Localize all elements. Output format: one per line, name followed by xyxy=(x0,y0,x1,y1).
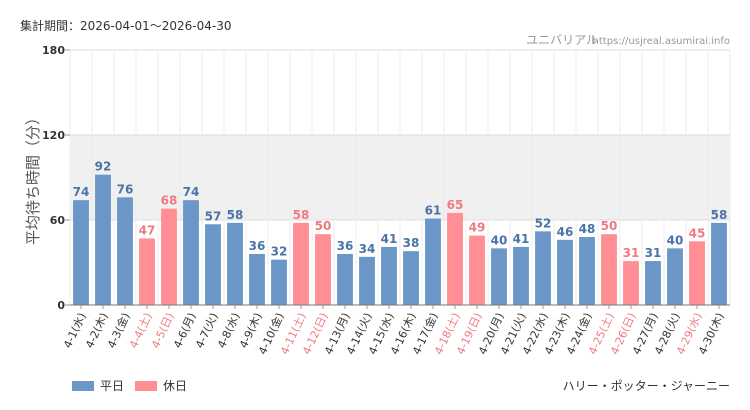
value-label: 58 xyxy=(293,208,310,222)
bar-4-19(日) xyxy=(469,235,485,305)
value-label: 40 xyxy=(667,233,684,247)
value-label: 31 xyxy=(623,246,640,260)
bar-4-11(土) xyxy=(293,222,309,305)
y-tick-label: 60 xyxy=(50,214,66,227)
value-label: 46 xyxy=(557,225,574,239)
value-label: 50 xyxy=(315,219,332,233)
legend-label-holiday: 休日 xyxy=(163,379,187,393)
value-label: 76 xyxy=(117,182,134,196)
bar-4-7(火) xyxy=(205,224,221,305)
value-label: 74 xyxy=(183,185,200,199)
value-label: 50 xyxy=(601,219,618,233)
bars xyxy=(73,174,727,305)
grid xyxy=(69,49,731,306)
value-label: 45 xyxy=(689,226,706,240)
y-axis-label: 平均待ち時間（分） xyxy=(24,110,42,245)
bar-4-29(水) xyxy=(689,241,705,305)
value-label: 74 xyxy=(73,185,90,199)
value-label: 40 xyxy=(491,233,508,247)
value-label: 52 xyxy=(535,216,552,230)
site-url: https://usjreal.asumirai.info xyxy=(593,36,730,47)
y-tick-label: 180 xyxy=(42,44,65,57)
value-label: 68 xyxy=(161,194,178,208)
x-axis-ticks: 4-1(水)4-2(木)4-3(金)4-4(土)4-5(日)4-6(月)4-7(… xyxy=(61,305,727,357)
bar-4-9(木) xyxy=(249,254,265,305)
bar-4-24(金) xyxy=(579,237,595,305)
bar-4-26(日) xyxy=(623,261,639,305)
bar-4-23(木) xyxy=(557,239,573,305)
value-label: 38 xyxy=(403,236,420,250)
y-axis-ticks: 0 60 120 180 xyxy=(42,44,70,312)
value-label: 36 xyxy=(337,239,354,253)
bar-4-12(日) xyxy=(315,234,331,305)
period-text: 集計期間：2026-04-01～2026-04-30 xyxy=(20,18,231,33)
bar-4-13(月) xyxy=(337,254,353,305)
legend-label-weekday: 平日 xyxy=(100,379,124,393)
bar-4-17(金) xyxy=(425,218,441,305)
bar-4-30(木) xyxy=(711,222,727,305)
attraction-name: ハリー・ポッター・ジャーニー xyxy=(563,379,730,393)
bar-4-28(火) xyxy=(667,248,683,305)
brand-text: ユニバリアル xyxy=(526,33,598,47)
value-label: 41 xyxy=(381,232,398,246)
value-labels: 74 92 76 47 68 74 57 58 36 32 58 50 36 34 41 38 61 65 49 40… xyxy=(73,160,728,260)
bar-4-2(木) xyxy=(95,174,111,305)
value-label: 49 xyxy=(469,221,486,235)
value-label: 31 xyxy=(645,246,662,260)
legend: 平日 休日 xyxy=(72,379,187,393)
bar-4-1(水) xyxy=(73,200,89,305)
bar-4-4(土) xyxy=(139,238,155,305)
value-label: 58 xyxy=(227,208,244,222)
bar-4-8(水) xyxy=(227,222,243,305)
bar-4-18(土) xyxy=(447,212,463,305)
value-label: 41 xyxy=(513,232,530,246)
bar-4-15(水) xyxy=(381,246,397,305)
legend-swatch-holiday xyxy=(135,381,157,391)
bar-4-14(火) xyxy=(359,256,375,305)
value-label: 61 xyxy=(425,204,442,218)
y-tick-label: 0 xyxy=(57,299,65,312)
value-label: 32 xyxy=(271,245,288,259)
value-label: 36 xyxy=(249,239,266,253)
value-label: 92 xyxy=(95,160,112,174)
bar-4-20(月) xyxy=(491,248,507,305)
bar-4-3(金) xyxy=(117,197,133,305)
bar-4-16(木) xyxy=(403,251,419,305)
value-label: 48 xyxy=(579,222,596,236)
value-label: 65 xyxy=(447,198,464,212)
bar-4-6(月) xyxy=(183,200,199,305)
value-label: 34 xyxy=(359,242,376,256)
value-label: 57 xyxy=(205,209,222,223)
bar-4-10(金) xyxy=(271,259,287,305)
legend-swatch-weekday xyxy=(72,381,94,391)
bar-4-27(月) xyxy=(645,261,661,305)
bar-4-5(日) xyxy=(161,208,177,305)
value-label: 47 xyxy=(139,223,156,237)
bar-4-22(水) xyxy=(535,231,551,305)
bar-4-25(土) xyxy=(601,234,617,305)
bar-4-21(火) xyxy=(513,246,529,305)
y-tick-label: 120 xyxy=(42,129,65,142)
value-label: 58 xyxy=(711,208,728,222)
